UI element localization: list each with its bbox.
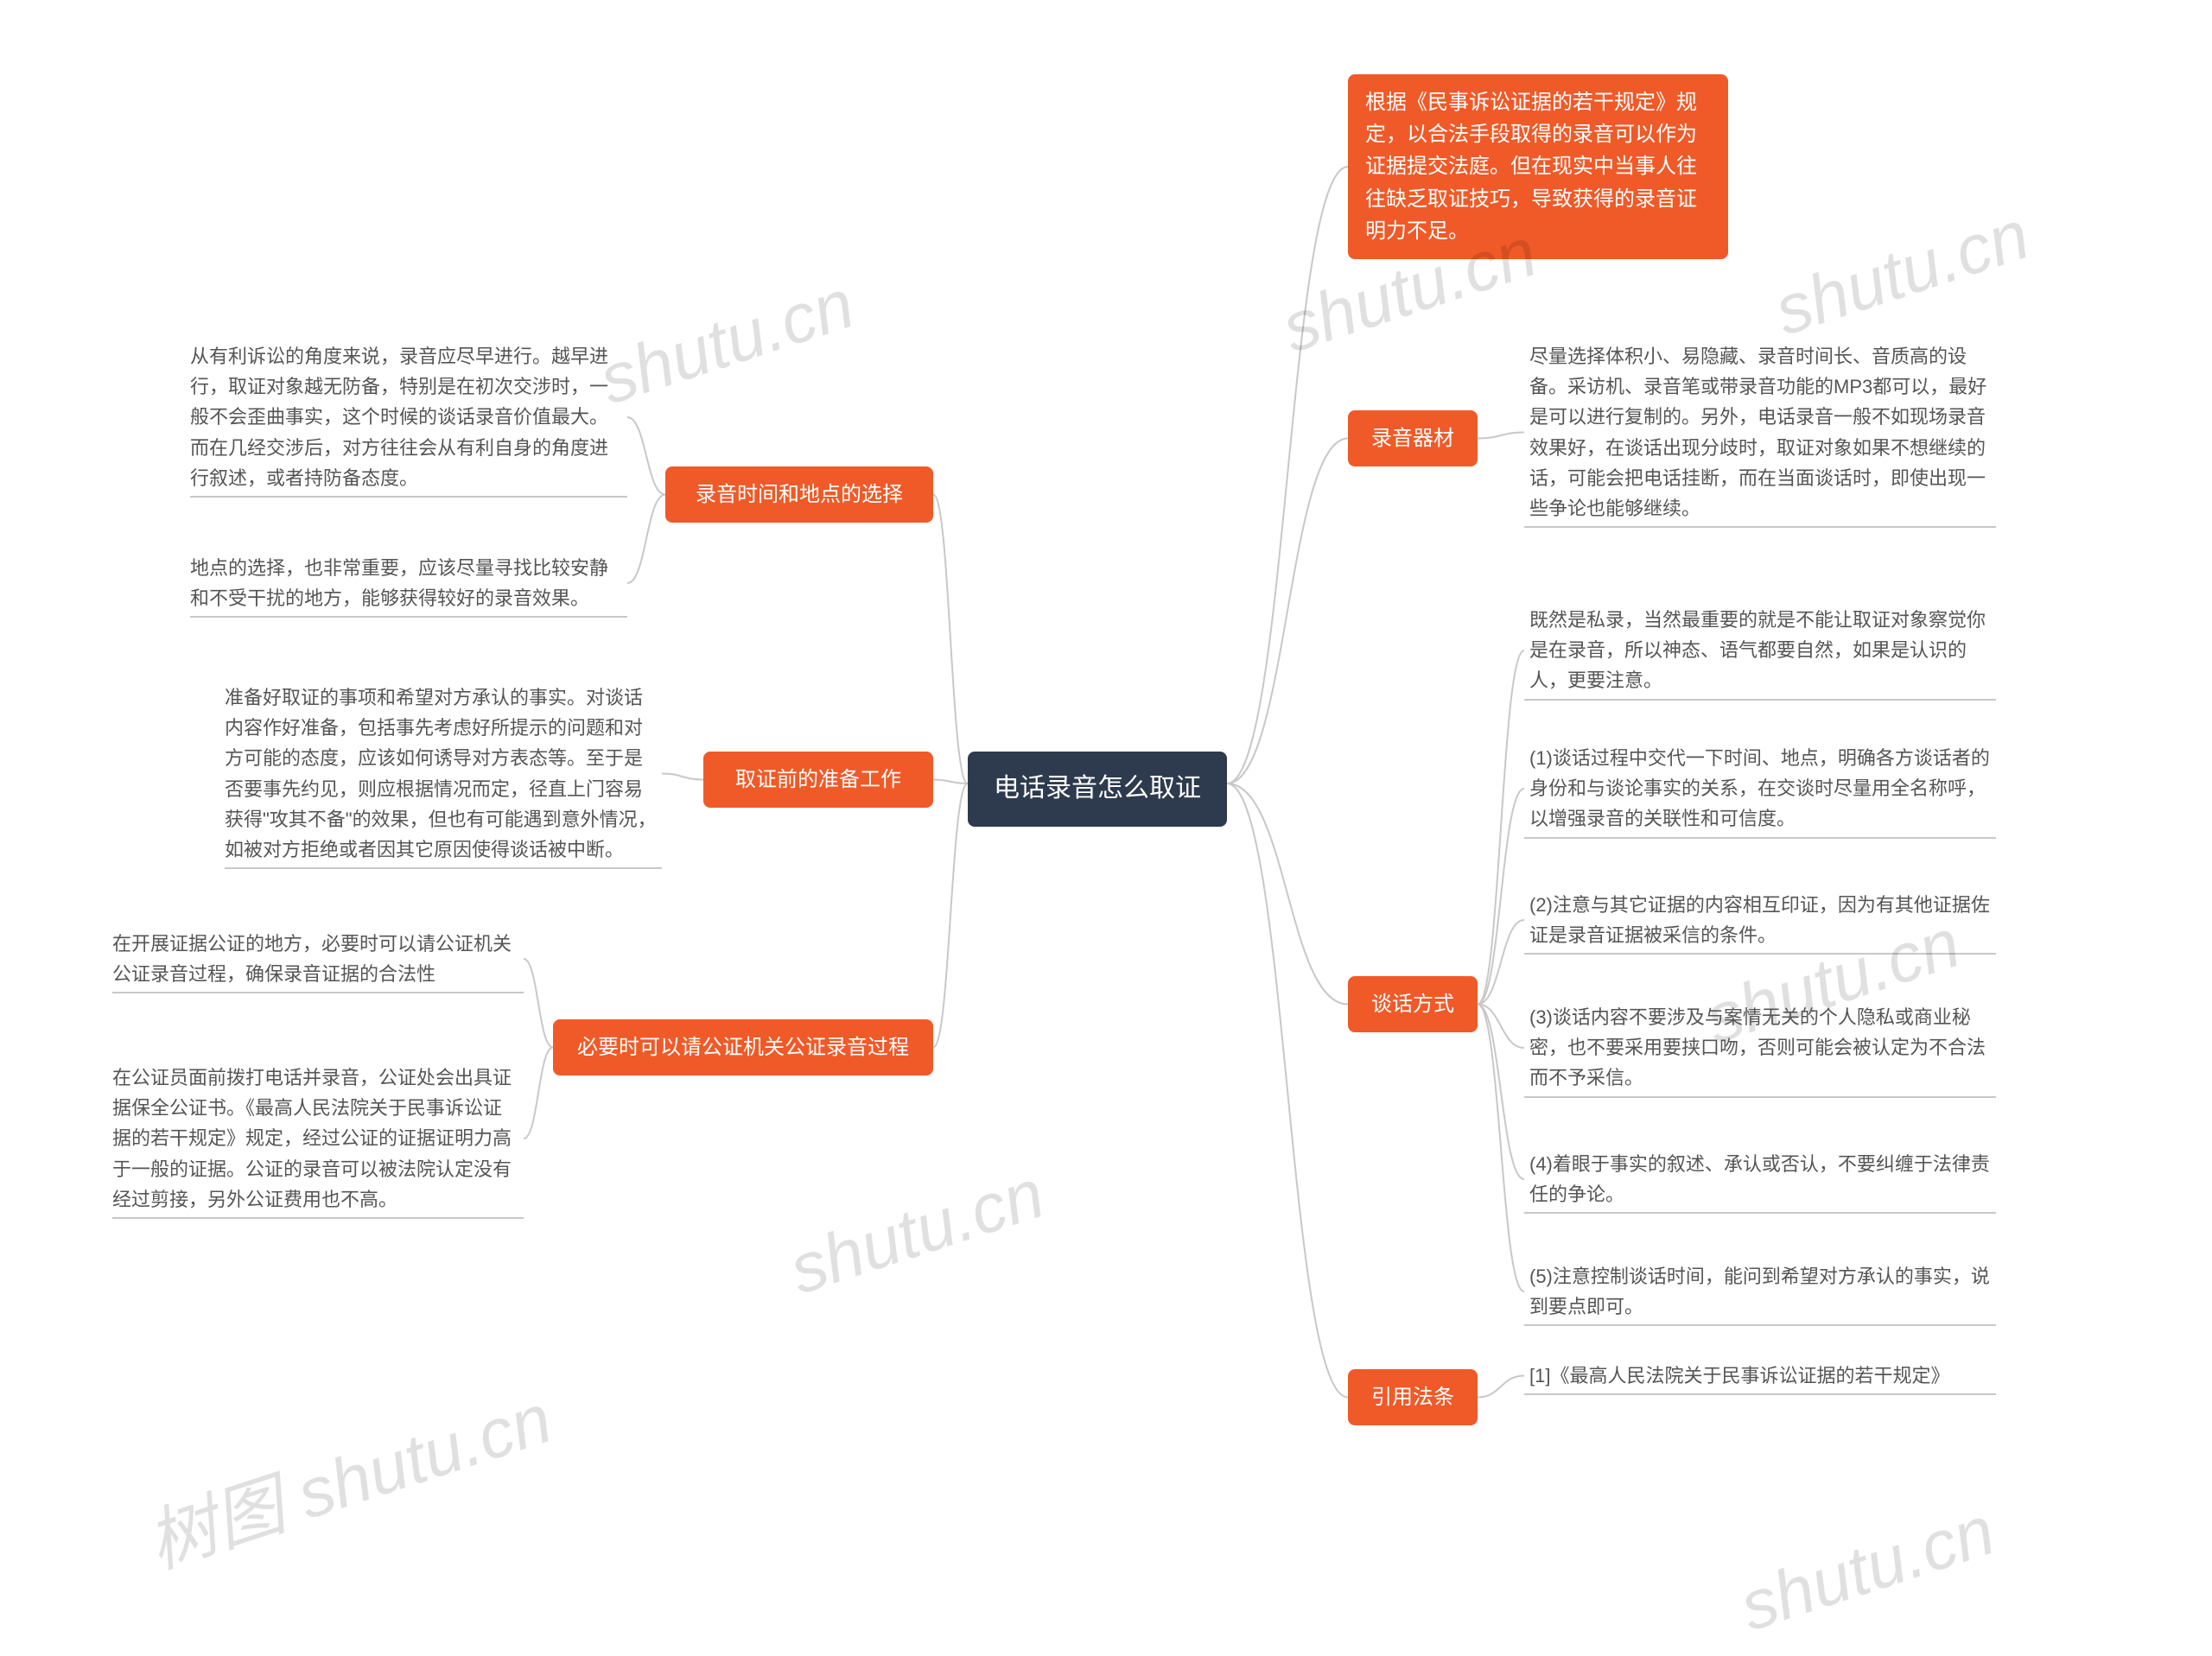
watermark: 树图 shutu.cn	[133, 1363, 563, 1588]
watermark: shutu.cn	[780, 1154, 1053, 1310]
leaf-text: 地点的选择，也非常重要，应该尽量寻找比较安静和不受干扰的地方，能够获得较好的录音…	[190, 553, 622, 613]
root-node[interactable]: 电话录音怎么取证	[968, 752, 1227, 827]
branch-node-left[interactable]: 取证前的准备工作	[703, 752, 933, 808]
mindmap-canvas: 电话录音怎么取证 根据《民事诉讼证据的若干规定》规定，以合法手段取得的录音可以作为…	[0, 0, 2212, 1656]
leaf-text: (5)注意控制谈话时间，能问到希望对方承认的事实，说到要点即可。	[1529, 1261, 1996, 1322]
branch-node-right[interactable]: 谈话方式	[1348, 976, 1478, 1032]
watermark: shutu.cn	[1765, 195, 2038, 352]
intro-note: 根据《民事诉讼证据的若干规定》规定，以合法手段取得的录音可以作为证据提交法庭。但…	[1348, 74, 1728, 259]
leaf-text: (3)谈话内容不要涉及与案情无关的个人隐私或商业秘密，也不要采用要挟口吻，否则可…	[1529, 1002, 1996, 1094]
leaf-text: 既然是私录，当然最重要的就是不能让取证对象察觉你是在录音，所以神态、语气都要自然…	[1529, 605, 1996, 696]
leaf-text: (2)注意与其它证据的内容相互印证，因为有其他证据佐证是录音证据被采信的条件。	[1529, 890, 1996, 950]
watermark: shutu.cn	[590, 264, 863, 421]
leaf-text: [1]《最高人民法院关于民事诉讼证据的若干规定》	[1529, 1361, 1996, 1391]
leaf-text: (4)着眼于事实的叙述、承认或否认，不要纠缠于法律责任的争论。	[1529, 1149, 1996, 1209]
leaf-text: 在公证员面前拨打电话并录音，公证处会出具证据保全公证书。《最高人民法院关于民事诉…	[112, 1063, 518, 1215]
leaf-text: 尽量选择体积小、易隐藏、录音时间长、音质高的设备。采访机、录音笔或带录音功能的M…	[1529, 341, 1996, 523]
leaf-text: (1)谈话过程中交代一下时间、地点，明确各方谈话者的身份和与谈论事实的关系，在交…	[1529, 743, 1996, 834]
branch-node-left[interactable]: 录音时间和地点的选择	[665, 466, 933, 523]
leaf-text: 在开展证据公证的地方，必要时可以请公证机关公证录音过程，确保录音证据的合法性	[112, 929, 518, 989]
leaf-text: 从有利诉讼的角度来说，录音应尽早进行。越早进行，取证对象越无防备，特别是在初次交…	[190, 341, 622, 493]
watermark: shutu.cn	[1731, 1491, 2004, 1647]
leaf-text: 准备好取证的事项和希望对方承认的事实。对谈话内容作好准备，包括事先考虑好所提示的…	[225, 682, 657, 865]
branch-node-right[interactable]: 录音器材	[1348, 410, 1478, 466]
branch-node-right[interactable]: 引用法条	[1348, 1369, 1478, 1425]
branch-node-left[interactable]: 必要时可以请公证机关公证录音过程	[553, 1019, 933, 1075]
